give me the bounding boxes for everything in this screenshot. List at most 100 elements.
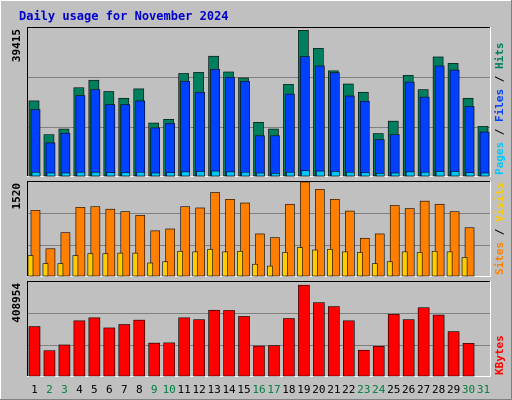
bar-visits-day-17 [267, 265, 273, 277]
bar-kbytes-day-29 [447, 331, 460, 377]
bar-visits-day-26 [401, 251, 408, 277]
bar-visits-day-11 [177, 250, 183, 277]
bar-pages-day-8 [136, 171, 146, 177]
day-label-10: 10 [163, 383, 176, 396]
chart-panels: 39415 Pages / Files / Hits 1520 Sites / Vis… [10, 27, 506, 377]
bar-files-day-5 [90, 89, 101, 177]
bar-kbytes-day-24 [372, 346, 385, 377]
legend: Sites / Visits [493, 182, 506, 275]
bar-files-day-6 [105, 104, 116, 177]
bar-kbytes-day-20 [313, 302, 325, 377]
bar-pages-day-26 [405, 171, 415, 177]
bar-pages-day-4 [76, 171, 86, 177]
bar-pages-day-3 [61, 172, 71, 177]
bar-files-day-28 [434, 65, 445, 177]
bar-files-day-4 [75, 95, 86, 177]
legend-item: Hits [493, 43, 506, 70]
bar-files-day-31 [479, 131, 490, 177]
bar-files-day-1 [30, 109, 41, 177]
bar-sites-day-8 [135, 215, 146, 277]
day-label-9: 9 [151, 383, 158, 396]
bar-kbytes-day-30 [462, 343, 475, 377]
day-label-30: 30 [462, 383, 475, 396]
bar-kbytes-day-12 [193, 319, 205, 377]
bar-visits-day-1 [27, 255, 34, 277]
day-label-17: 17 [267, 383, 280, 396]
bar-pages-day-14 [226, 171, 235, 177]
bar-pages-day-19 [301, 170, 310, 177]
bar-pages-day-30 [465, 172, 475, 177]
bar-kbytes-day-5 [88, 317, 101, 377]
bar-sites-day-26 [404, 208, 415, 277]
day-label-25: 25 [387, 383, 400, 396]
bar-visits-day-6 [102, 253, 109, 277]
bar-sites-day-17 [270, 237, 280, 277]
bar-sites-day-22 [345, 210, 355, 277]
bar-pages-day-7 [121, 172, 131, 177]
bar-kbytes-day-2 [43, 350, 56, 377]
legend-item: Visits [493, 182, 506, 222]
bar-kbytes-day-3 [58, 344, 71, 377]
bar-visits-day-14 [222, 251, 228, 277]
day-label-1: 1 [31, 383, 38, 396]
bar-visits-day-29 [446, 251, 453, 277]
bar-files-day-13 [210, 69, 220, 177]
day-label-2: 2 [46, 383, 53, 396]
bar-sites-day-19 [300, 181, 310, 277]
bar-visits-day-4 [72, 255, 79, 277]
day-label-16: 16 [252, 383, 265, 396]
legend-item: / [493, 69, 506, 89]
bar-files-day-16 [255, 135, 265, 177]
bar-files-day-2 [45, 142, 56, 177]
bar-files-day-22 [345, 95, 355, 177]
bar-pages-day-23 [360, 172, 370, 177]
bar-sites-day-27 [419, 200, 430, 277]
bar-pages-day-9 [151, 172, 161, 177]
bar-pages-day-21 [331, 171, 340, 177]
bar-sites-day-29 [449, 211, 460, 277]
bar-visits-day-25 [386, 261, 393, 277]
legend-item: Pages [493, 142, 506, 175]
y-axis-max-label: 1520 [10, 183, 23, 210]
bar-visits-day-18 [282, 252, 288, 277]
bar-sites-day-20 [315, 189, 325, 277]
bar-pages-day-24 [375, 173, 385, 177]
day-label-12: 12 [193, 383, 206, 396]
bar-kbytes-day-6 [103, 327, 116, 377]
bar-kbytes-day-19 [298, 284, 310, 377]
day-label-14: 14 [222, 383, 236, 396]
bar-files-day-27 [419, 96, 430, 177]
bar-sites-day-6 [105, 208, 116, 277]
bar-kbytes-day-26 [402, 319, 415, 377]
bar-visits-day-15 [237, 250, 243, 277]
day-label-23: 23 [357, 383, 370, 396]
day-label-6: 6 [106, 383, 113, 396]
bar-sites-day-14 [225, 199, 235, 277]
y-axis-max-label: 39415 [10, 29, 23, 62]
bar-kbytes-day-13 [208, 309, 220, 377]
bar-sites-day-4 [75, 207, 86, 277]
bar-files-day-7 [120, 104, 131, 177]
bar-visits-day-10 [162, 261, 169, 277]
chart-panel-bottom: 408954 KBytes [10, 281, 506, 377]
bar-pages-day-15 [241, 171, 250, 177]
legend-item: / [493, 222, 506, 242]
bar-files-day-26 [404, 81, 415, 177]
bar-files-day-29 [449, 69, 460, 177]
bar-pages-day-12 [196, 171, 205, 177]
bar-kbytes-day-9 [148, 342, 161, 377]
bar-pages-day-11 [181, 171, 190, 177]
day-label-31: 31 [477, 383, 490, 396]
day-label-22: 22 [342, 383, 355, 396]
bar-visits-day-22 [342, 251, 348, 277]
bar-visits-day-9 [147, 262, 154, 277]
bar-files-day-14 [225, 76, 235, 177]
day-label-24: 24 [372, 383, 386, 396]
bar-visits-day-3 [57, 263, 64, 277]
bar-kbytes-day-16 [253, 345, 265, 377]
bar-files-day-3 [60, 132, 71, 177]
bar-pages-day-5 [91, 171, 101, 177]
bar-kbytes-day-10 [163, 342, 175, 377]
bar-visits-day-2 [42, 263, 49, 277]
day-label-3: 3 [61, 383, 68, 396]
